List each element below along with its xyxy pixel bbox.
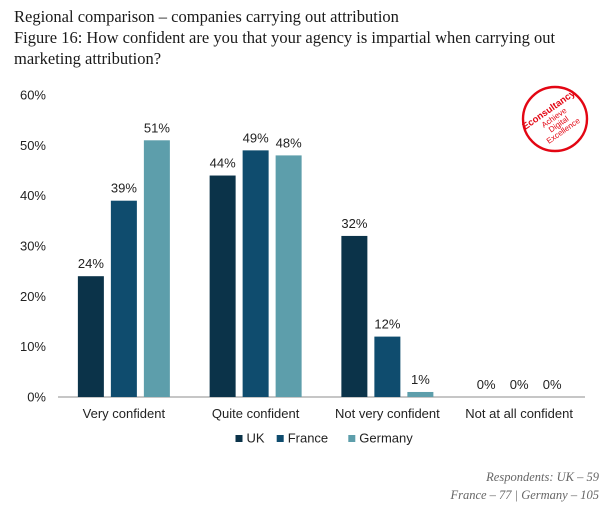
data-label: 0% <box>477 377 496 392</box>
x-tick-label: Quite confident <box>212 406 300 421</box>
data-label: 24% <box>78 256 104 271</box>
y-tick-label: 40% <box>20 188 46 203</box>
data-label: 1% <box>411 372 430 387</box>
data-label: 44% <box>210 156 236 171</box>
legend-label-uk: UK <box>247 431 265 446</box>
econsultancy-logo: Econsultancy Achieve Digital Excellence <box>521 85 589 153</box>
bar-uk <box>77 276 104 397</box>
x-tick-label: Not at all confident <box>465 406 573 421</box>
y-tick-label: 0% <box>27 390 46 405</box>
bar-uk <box>341 235 368 397</box>
legend-label-france: France <box>288 431 328 446</box>
data-label: 0% <box>543 377 562 392</box>
x-tick-label: Not very confident <box>335 406 440 421</box>
data-label: 0% <box>510 377 529 392</box>
bar-france <box>110 200 137 397</box>
title-line-1: Regional comparison – companies carrying… <box>14 7 399 26</box>
respondents-line-1: Respondents: UK – 59 <box>486 470 599 484</box>
bar-germany <box>143 140 170 398</box>
bar-germany <box>407 391 434 397</box>
x-tick-label: Very confident <box>83 406 166 421</box>
bar-uk <box>209 175 236 397</box>
data-label: 39% <box>111 181 137 196</box>
data-label: 51% <box>144 120 170 135</box>
respondents-line-2: France – 77 | Germany – 105 <box>450 488 599 502</box>
legend-swatch-uk <box>235 435 243 442</box>
bar-germany <box>275 155 302 397</box>
logo-ring <box>521 85 589 153</box>
y-tick-label: 50% <box>20 138 46 153</box>
y-tick-label: 60% <box>20 88 46 103</box>
data-label: 48% <box>276 135 302 150</box>
bar-france <box>374 336 401 397</box>
y-tick-label: 10% <box>20 339 46 354</box>
respondents-note: Respondents: UK – 59 France – 77 | Germa… <box>450 468 599 504</box>
data-label: 49% <box>243 130 269 145</box>
bar-france <box>242 150 269 397</box>
legend-swatch-france <box>276 435 284 442</box>
data-label: 32% <box>341 216 367 231</box>
title-line-2: Figure 16: How confident are you that yo… <box>14 28 556 68</box>
chart-title: Regional comparison – companies carrying… <box>14 6 604 69</box>
legend-label-germany: Germany <box>359 431 413 446</box>
data-label: 12% <box>374 317 400 332</box>
y-tick-label: 20% <box>20 289 46 304</box>
y-tick-label: 30% <box>20 239 46 254</box>
legend-swatch-germany <box>348 435 356 442</box>
